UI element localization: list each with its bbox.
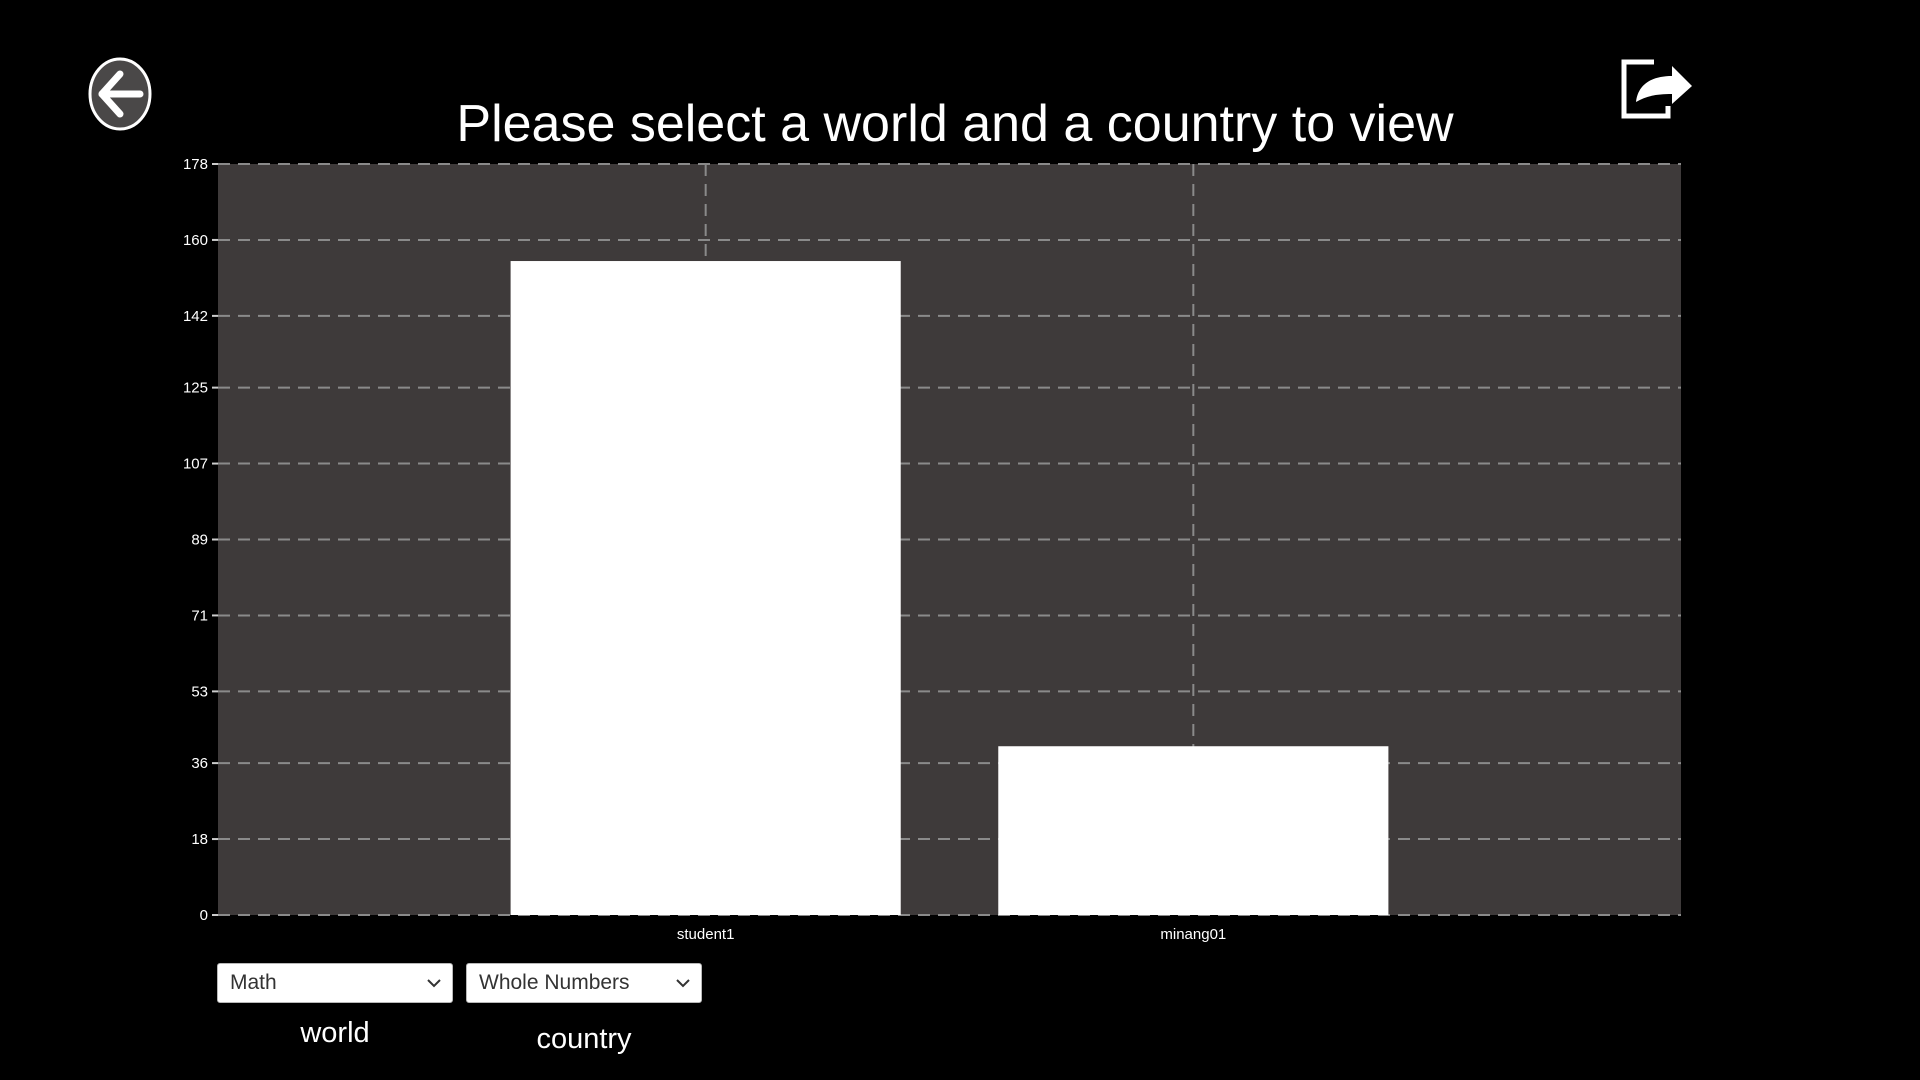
y-tick-label: 125 — [183, 380, 208, 397]
x-tick-label: minang01 — [1160, 926, 1226, 943]
chevron-down-icon — [427, 979, 441, 988]
country-select-value: Whole Numbers — [479, 971, 630, 994]
world-select[interactable]: Math — [217, 963, 453, 1003]
y-tick-label: 142 — [183, 308, 208, 325]
y-tick-label: 178 — [183, 156, 208, 173]
chevron-down-icon — [676, 979, 690, 988]
x-tick-label: student1 — [677, 926, 735, 943]
bar-minang01 — [998, 746, 1389, 915]
back-button[interactable] — [88, 57, 152, 131]
y-tick-label: 107 — [183, 456, 208, 473]
country-select[interactable]: Whole Numbers — [466, 963, 702, 1003]
world-select-value: Math — [230, 971, 277, 994]
y-tick-label: 53 — [191, 683, 208, 700]
y-tick-label: 36 — [191, 755, 208, 772]
y-tick-label: 89 — [191, 532, 208, 549]
arrow-left-circle-icon — [88, 57, 152, 131]
y-tick-label: 0 — [200, 907, 208, 924]
y-tick-label: 160 — [183, 232, 208, 249]
bar-student1 — [510, 261, 901, 916]
share-export-icon — [1621, 59, 1692, 119]
share-button[interactable] — [1618, 58, 1696, 122]
y-tick-label: 18 — [191, 831, 208, 848]
country-label: country — [536, 1023, 632, 1055]
world-label: world — [300, 1017, 370, 1049]
y-tick-label: 71 — [191, 607, 208, 624]
page-title: Please select a world and a country to v… — [456, 95, 1454, 153]
